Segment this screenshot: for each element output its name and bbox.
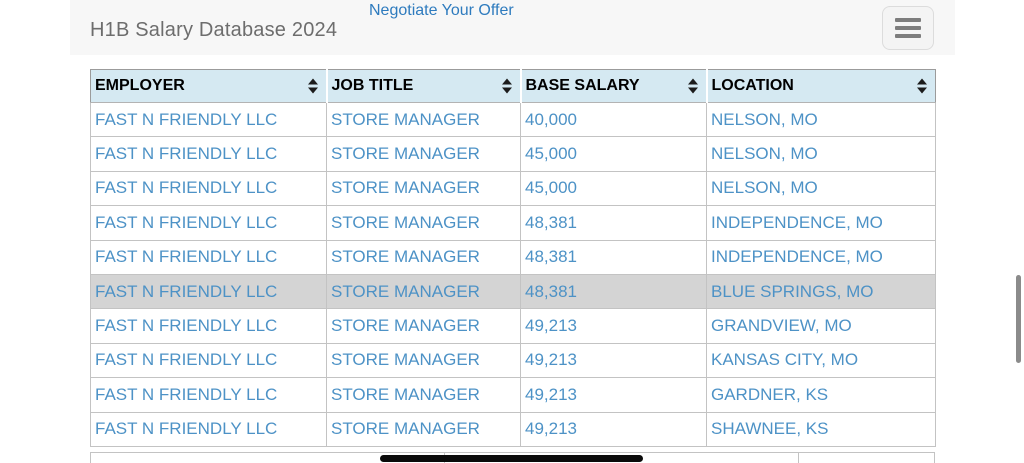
cell-location[interactable]: KANSAS CITY, MO [706, 342, 936, 379]
column-header-label: EMPLOYER [95, 77, 185, 94]
column-header-employer[interactable]: EMPLOYER [90, 69, 327, 103]
cell-employer[interactable]: FAST N FRIENDLY LLC [90, 170, 327, 207]
sort-icon [501, 78, 512, 94]
column-header-job-title[interactable]: JOB TITLE [325, 69, 521, 103]
cell-employer[interactable]: FAST N FRIENDLY LLC [90, 273, 327, 310]
sort-icon [307, 78, 318, 94]
partial-row-divider [798, 453, 799, 463]
cell-base-salary[interactable]: 49,213 [520, 342, 707, 379]
cell-employer[interactable]: FAST N FRIENDLY LLC [90, 136, 327, 172]
cell-location[interactable]: INDEPENDENCE, MO [706, 205, 936, 241]
cell-base-salary[interactable]: 49,213 [520, 308, 707, 344]
sort-icon [917, 78, 927, 94]
home-indicator-bar[interactable] [380, 455, 643, 462]
cell-location[interactable]: BLUE SPRINGS, MO [706, 273, 936, 310]
cell-base-salary[interactable]: 49,213 [520, 377, 707, 413]
cell-job-title[interactable]: STORE MANAGER [326, 377, 521, 413]
cell-location[interactable]: NELSON, MO [706, 170, 936, 207]
scrollbar-thumb[interactable] [1016, 275, 1021, 363]
cell-employer[interactable]: FAST N FRIENDLY LLC [90, 205, 327, 241]
cell-base-salary[interactable]: 40,000 [520, 101, 707, 138]
table-header-row: EMPLOYER JOB TITLE BASE SALARY LOCATION [90, 69, 936, 103]
table-body: FAST N FRIENDLY LLC STORE MANAGER 40,000… [90, 101, 936, 447]
table-row: FAST N FRIENDLY LLC STORE MANAGER 40,000… [90, 101, 936, 138]
cell-location[interactable]: GARDNER, KS [706, 377, 936, 413]
cell-base-salary[interactable]: 49,213 [520, 411, 707, 447]
column-header-label: BASE SALARY [525, 77, 640, 94]
cell-base-salary[interactable]: 48,381 [520, 205, 707, 241]
salary-table: EMPLOYER JOB TITLE BASE SALARY LOCATION … [90, 69, 936, 447]
app-header: H1B Salary Database 2024 Negotiate Your … [70, 0, 955, 55]
cell-job-title[interactable]: STORE MANAGER [326, 101, 521, 138]
cell-job-title[interactable]: STORE MANAGER [326, 205, 521, 241]
cell-job-title[interactable]: STORE MANAGER [326, 308, 521, 344]
column-header-label: JOB TITLE [331, 77, 414, 94]
cell-employer[interactable]: FAST N FRIENDLY LLC [90, 377, 327, 413]
cell-base-salary[interactable]: 48,381 [520, 273, 707, 310]
table-row: FAST N FRIENDLY LLC STORE MANAGER 48,381… [90, 239, 936, 275]
table-row: FAST N FRIENDLY LLC STORE MANAGER 45,000… [90, 136, 936, 172]
table-row: FAST N FRIENDLY LLC STORE MANAGER 49,213… [90, 411, 936, 447]
table-row: FAST N FRIENDLY LLC STORE MANAGER 49,213… [90, 308, 936, 344]
page-title: H1B Salary Database 2024 [90, 19, 338, 41]
sort-icon [687, 78, 698, 94]
cell-location[interactable]: GRANDVIEW, MO [706, 308, 936, 344]
cell-employer[interactable]: FAST N FRIENDLY LLC [90, 308, 327, 344]
cell-location[interactable]: SHAWNEE, KS [706, 411, 936, 447]
cell-base-salary[interactable]: 45,000 [520, 136, 707, 172]
cell-job-title[interactable]: STORE MANAGER [326, 136, 521, 172]
cell-location[interactable]: NELSON, MO [706, 136, 936, 172]
cell-base-salary[interactable]: 48,381 [520, 239, 707, 275]
column-header-location[interactable]: LOCATION [705, 69, 936, 103]
menu-button[interactable] [882, 6, 934, 50]
cell-employer[interactable]: FAST N FRIENDLY LLC [90, 101, 327, 138]
cell-location[interactable]: NELSON, MO [706, 101, 936, 138]
negotiate-offer-link[interactable]: Negotiate Your Offer [369, 2, 514, 19]
column-header-label: LOCATION [711, 77, 794, 94]
cell-employer[interactable]: FAST N FRIENDLY LLC [90, 411, 327, 447]
table-row: FAST N FRIENDLY LLC STORE MANAGER 48,381… [90, 205, 936, 241]
table-row: FAST N FRIENDLY LLC STORE MANAGER 49,213… [90, 342, 936, 379]
table-row: FAST N FRIENDLY LLC STORE MANAGER 48,381… [90, 273, 936, 310]
table-row: FAST N FRIENDLY LLC STORE MANAGER 49,213… [90, 377, 936, 413]
cell-job-title[interactable]: STORE MANAGER [326, 239, 521, 275]
cell-employer[interactable]: FAST N FRIENDLY LLC [90, 239, 327, 275]
cell-base-salary[interactable]: 45,000 [520, 170, 707, 207]
hamburger-icon [895, 18, 921, 38]
cell-job-title[interactable]: STORE MANAGER [326, 273, 521, 310]
cell-employer[interactable]: FAST N FRIENDLY LLC [90, 342, 327, 379]
cell-location[interactable]: INDEPENDENCE, MO [706, 239, 936, 275]
cell-job-title[interactable]: STORE MANAGER [326, 170, 521, 207]
column-header-base-salary[interactable]: BASE SALARY [519, 69, 707, 103]
cell-job-title[interactable]: STORE MANAGER [326, 411, 521, 447]
table-row: FAST N FRIENDLY LLC STORE MANAGER 45,000… [90, 170, 936, 207]
cell-job-title[interactable]: STORE MANAGER [326, 342, 521, 379]
